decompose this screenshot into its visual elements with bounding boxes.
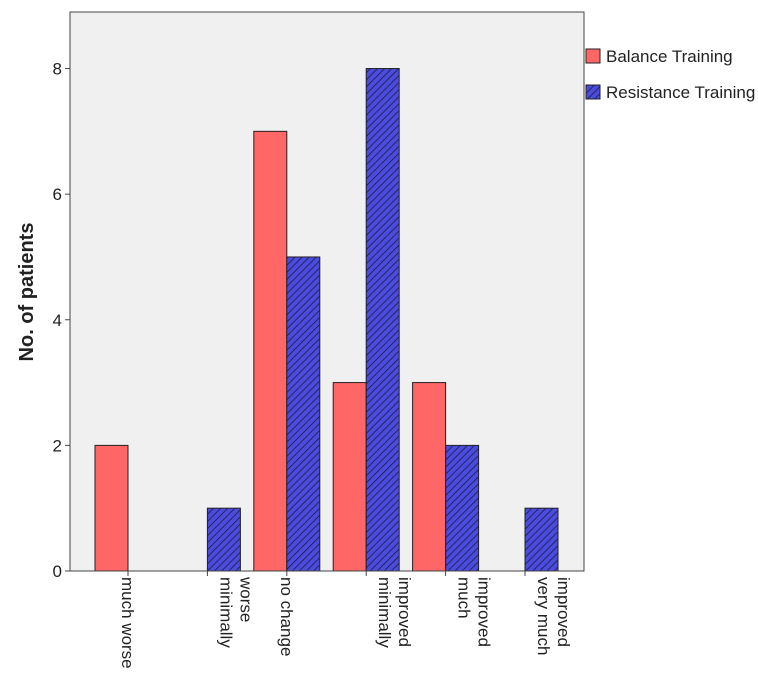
y-tick-label: 4 [53, 311, 62, 330]
y-tick-label: 6 [53, 185, 62, 204]
x-tick-label: no change [277, 577, 296, 656]
bar [524, 507, 559, 572]
legend-swatch [585, 84, 601, 100]
plot-area [69, 11, 585, 572]
text-line: no change [277, 577, 296, 656]
text-line: minimally [216, 577, 235, 648]
text-line: worse [236, 576, 255, 622]
y-tick-label: 0 [53, 562, 62, 581]
text-line: improved [554, 577, 573, 647]
text-line: improved [395, 577, 414, 647]
bar [253, 130, 288, 572]
bar [332, 382, 367, 572]
text-line: improved [475, 577, 494, 647]
x-tick-label: minimallyworse [216, 576, 255, 648]
bar [445, 444, 480, 572]
text-line: Balance Training [606, 47, 733, 66]
x-tick-label: minimallyimproved [375, 577, 414, 648]
y-axis-label: No. of patients [16, 223, 38, 362]
bar [365, 68, 400, 572]
text-line: Resistance Training [606, 83, 755, 102]
text-line: very much [534, 577, 553, 655]
y-tick-label: 8 [53, 60, 62, 79]
legend-label: Balance Training [606, 47, 733, 66]
text-line: much [455, 577, 474, 619]
x-tick-label: much worse [118, 577, 137, 669]
text-line: minimally [375, 577, 394, 648]
bar [206, 507, 241, 572]
x-tick-label: muchimproved [455, 577, 494, 647]
bar [94, 444, 129, 572]
bar [286, 256, 321, 572]
legend-label: Resistance Training [606, 83, 755, 102]
legend-swatch [585, 48, 601, 64]
y-tick-label: 2 [53, 436, 62, 455]
text-line: much worse [118, 577, 137, 669]
bar [412, 382, 447, 572]
x-tick-label: very muchimproved [534, 577, 573, 655]
